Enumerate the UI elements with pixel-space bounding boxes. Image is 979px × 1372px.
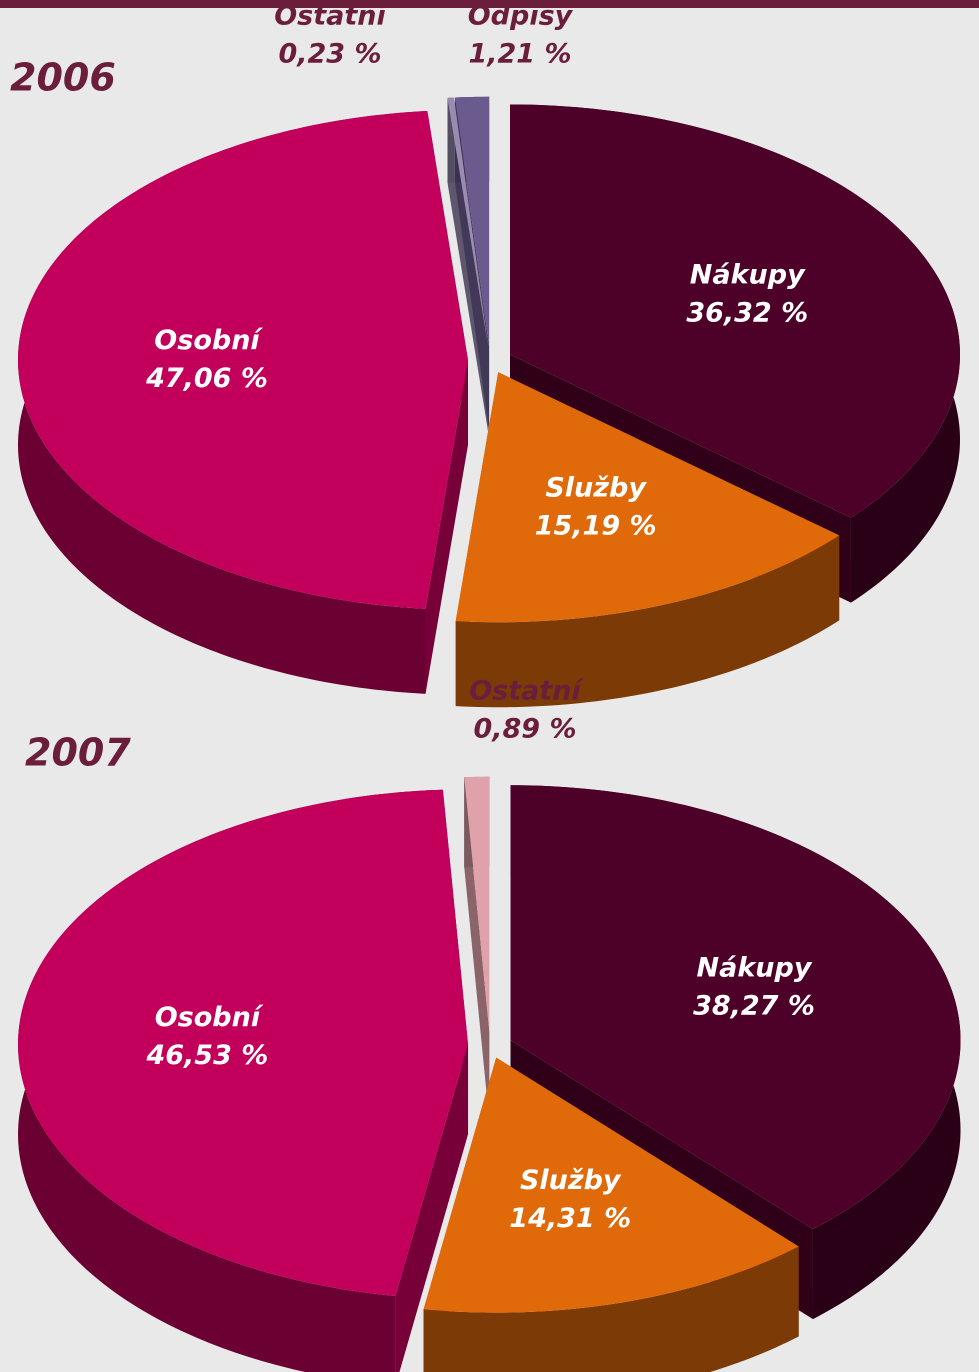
slice-label: Odpisy (468, 1, 574, 32)
pie-2006: Nákupy 36,32 % Služby 15,19 % Osobní 47,06 % O… (10, 1, 960, 708)
slice-label: Ostatní (469, 676, 584, 707)
slice-label: Nákupy (697, 952, 813, 983)
slice-value-label: 38,27 % (693, 990, 815, 1021)
slice-label: Osobní (155, 1002, 264, 1033)
slice-label: Služby (545, 472, 647, 503)
slice-value-label: 46,53 % (145, 1040, 268, 1071)
slice-value-label: 15,19 % (535, 510, 657, 541)
pie-slice (18, 789, 469, 1296)
slice-side (423, 1246, 799, 1372)
slice-side (425, 359, 469, 694)
pie-slice (454, 96, 490, 347)
pie-slice (18, 110, 469, 609)
top-bar (0, 0, 979, 8)
slice-value-label: 36,32 % (686, 298, 808, 329)
slice-value-label: 0,23 % (278, 39, 381, 70)
pie-slice (510, 785, 961, 1230)
slice-value-label: 0,89 % (473, 714, 576, 745)
slice-label: Ostatní (274, 1, 389, 32)
chart-title: 2006 (10, 56, 116, 100)
slice-side (395, 1044, 469, 1372)
slice-value-label: 14,31 % (509, 1203, 631, 1234)
pie-slice (509, 104, 960, 518)
slice-side (455, 535, 840, 708)
slice-value-label: 47,06 % (145, 363, 268, 394)
pie-slice (464, 776, 490, 1032)
pie-slice (423, 1057, 799, 1313)
slice-label: Služby (520, 1165, 622, 1196)
slice-label: Osobní (154, 325, 263, 356)
chart-title: 2007 (25, 731, 131, 775)
slice-label: Nákupy (690, 260, 806, 291)
slice-value-label: 1,21 % (468, 39, 571, 70)
pie-slice (447, 97, 489, 347)
pie-2007: Nákupy 38,27 % Služby 14,31 % Osobní 46,53 % O… (18, 676, 961, 1372)
pie-slice (455, 372, 840, 623)
